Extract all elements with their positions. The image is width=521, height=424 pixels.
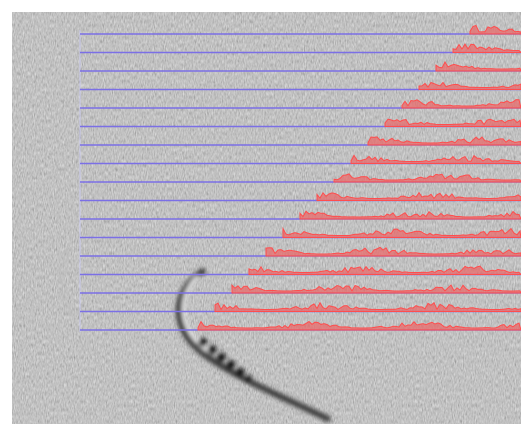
- scan-image: [0, 0, 521, 424]
- page: {} (() => { const NS = 'http://www.w3.or…: [0, 0, 521, 424]
